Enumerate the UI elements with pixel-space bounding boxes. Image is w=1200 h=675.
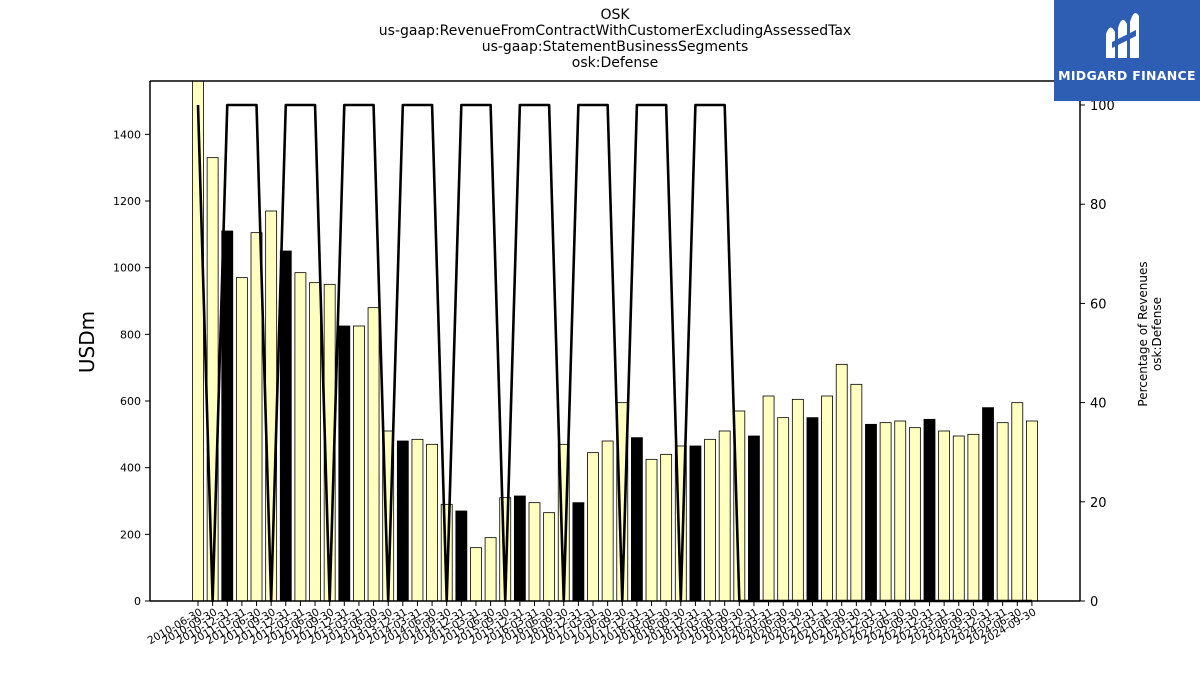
bar-2017-12-31	[631, 437, 643, 602]
bar-2010-06-30	[192, 80, 204, 602]
bar-series	[192, 80, 1038, 602]
bar-2017-03-31	[587, 452, 599, 602]
bar-2011-06-30	[250, 232, 263, 602]
y2-tick-label: 20	[1090, 496, 1107, 511]
chart-subtitle-concept: us-gaap:RevenueFromContractWithCustomerE…	[378, 23, 852, 39]
bar-2020-12-31	[806, 417, 819, 602]
bar-2022-06-30	[894, 420, 907, 602]
bar-2021-03-31	[821, 395, 833, 602]
bar-2013-12-31	[396, 440, 409, 602]
chart-subtitle-axis: us-gaap:StatementBusinessSegments	[481, 39, 749, 55]
y2-axis-label: Percentage of Revenues osk:Defense	[1136, 244, 1164, 424]
midgard-finance-logo: MIDGARD FINANCE	[1054, 0, 1200, 101]
y2-axis-ticks: 0 20 40 60 80 100	[1080, 99, 1115, 610]
bar-2018-03-31	[645, 458, 658, 602]
bar-2014-12-31	[455, 510, 468, 602]
y2-tick-label: 60	[1090, 297, 1107, 312]
bar-2011-09-30	[265, 210, 278, 602]
bar-2014-06-30	[426, 443, 438, 602]
y-tick-label: 0	[134, 595, 141, 608]
y-axis-label: USDm	[75, 310, 99, 374]
bar-2011-03-31	[235, 277, 248, 602]
bar-2011-12-31	[279, 250, 292, 602]
bar-2020-09-30	[791, 398, 804, 602]
bar-2012-03-31	[294, 272, 307, 602]
y2-tick-label: 40	[1090, 397, 1107, 412]
bar-2016-06-30	[543, 512, 556, 602]
bar-2022-12-31	[923, 418, 936, 602]
y-tick-label: 600	[120, 395, 141, 408]
y-tick-label: 200	[120, 528, 141, 541]
bar-2012-12-31	[338, 325, 351, 602]
bar-2014-03-31	[411, 438, 424, 602]
x-axis-ticks: 2010-06-302010-09-302010-12-312011-03-31…	[146, 601, 1038, 647]
bar-2018-12-31	[689, 445, 702, 602]
bar-2015-12-31	[513, 495, 526, 602]
bar-2012-06-30	[309, 282, 321, 602]
y2-tick-label: 100	[1090, 99, 1115, 114]
percentage-line	[196, 103, 1032, 603]
bar-2023-06-30	[952, 435, 965, 602]
y-tick-label: 400	[120, 462, 141, 475]
chart-title: OSK	[600, 7, 630, 23]
logo-text: MIDGARD FINANCE	[1058, 68, 1196, 83]
y-tick-label: 1000	[113, 262, 141, 275]
bar-2010-09-30	[206, 157, 219, 602]
y-axis-ticks: 0 200 400 600 800 1000 1200 1400	[113, 128, 150, 608]
midgard-logo-icon	[1106, 13, 1139, 59]
bar-2023-12-31	[982, 407, 994, 602]
bar-2024-06-30	[1011, 402, 1024, 602]
bar-2021-06-30	[835, 363, 848, 602]
bar-2016-12-31	[572, 502, 585, 602]
y-tick-label: 1400	[113, 128, 141, 141]
bar-2019-12-31	[748, 435, 760, 602]
chart-subtitle-member: osk:Defense	[571, 55, 659, 71]
bar-2015-06-30	[484, 537, 497, 602]
percentage-line-series	[196, 103, 1032, 603]
bar-2010-12-31	[221, 230, 234, 602]
y2-axis-label-line2: osk:Defense	[1150, 296, 1164, 372]
bar-2021-09-30	[850, 383, 863, 602]
y-tick-label: 800	[120, 328, 141, 341]
bar-2023-09-30	[967, 433, 980, 602]
y2-tick-label: 80	[1090, 198, 1107, 213]
bar-2019-06-30	[718, 430, 731, 602]
chart-axes	[149, 80, 1081, 602]
bar-2016-03-31	[528, 502, 541, 602]
bar-2021-12-31	[865, 423, 877, 602]
bar-2022-09-30	[908, 427, 921, 602]
bar-2018-06-30	[660, 453, 673, 602]
bar-2024-09-30	[1026, 420, 1038, 602]
y2-tick-label: 0	[1090, 595, 1098, 610]
bar-2019-03-31	[704, 438, 716, 602]
bar-2020-03-31	[762, 395, 775, 602]
bar-2023-03-31	[938, 430, 951, 602]
bar-2024-03-31	[996, 422, 1009, 602]
y-tick-label: 1200	[113, 195, 141, 208]
bar-2015-03-31	[470, 547, 482, 602]
bar-2022-03-31	[879, 422, 892, 602]
bar-2013-03-31	[353, 325, 365, 602]
bar-2013-06-30	[367, 307, 380, 602]
y2-axis-label-line1: Percentage of Revenues	[1136, 261, 1150, 407]
bar-2020-06-30	[777, 417, 790, 602]
bar-2017-06-30	[601, 440, 614, 602]
